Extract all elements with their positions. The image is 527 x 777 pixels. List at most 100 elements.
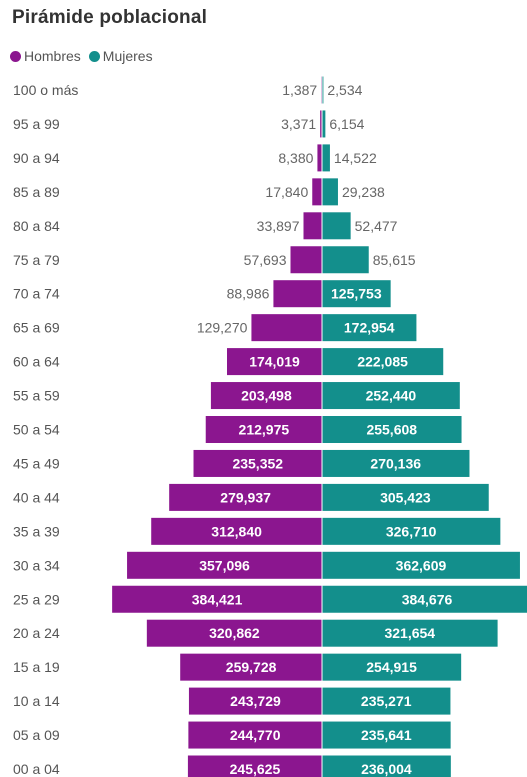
bar-hombres: [146, 619, 322, 647]
bar-mujeres: [322, 110, 326, 138]
data-label-mujeres: 255,608: [366, 422, 417, 438]
bar-hombres: [317, 144, 322, 172]
category-label: 40 a 44: [13, 489, 60, 505]
bar-mujeres: [322, 551, 520, 579]
bar-hombres: [210, 382, 322, 410]
category-label: 85 a 89: [13, 184, 60, 200]
data-label-hombres: 88,986: [227, 286, 270, 302]
bar-mujeres: [322, 483, 489, 511]
data-label-mujeres: 14,522: [334, 150, 377, 166]
bar-mujeres: [322, 721, 451, 749]
legend-label-mujeres: Mujeres: [102, 48, 153, 64]
bar-hombres: [303, 212, 322, 240]
data-label-mujeres: 52,477: [355, 218, 398, 234]
data-label-hombres: 259,728: [226, 659, 277, 675]
data-label-mujeres: 172,954: [344, 320, 395, 336]
bar-mujeres: [322, 653, 462, 681]
bar-mujeres: [322, 585, 527, 613]
data-label-hombres: 243,729: [230, 693, 281, 709]
category-label: 00 a 04: [13, 761, 60, 777]
data-label-hombres: 244,770: [230, 727, 281, 743]
data-label-hombres: 17,840: [265, 184, 308, 200]
legend-item-hombres[interactable]: Hombres: [10, 48, 81, 64]
category-label: 65 a 69: [13, 320, 60, 336]
data-label-mujeres: 2,534: [327, 82, 362, 98]
bar-mujeres: [322, 382, 460, 410]
data-label-mujeres: 270,136: [370, 455, 421, 471]
data-label-hombres: 245,625: [230, 761, 281, 777]
category-label: 25 a 29: [13, 591, 60, 607]
bar-hombres: [193, 449, 322, 477]
bar-mujeres: [322, 517, 501, 545]
bar-mujeres: [322, 755, 451, 777]
legend-item-mujeres[interactable]: Mujeres: [88, 48, 153, 64]
category-label: 95 a 99: [13, 116, 60, 132]
category-label: 80 a 84: [13, 218, 60, 234]
bar-hombres: [180, 653, 322, 681]
bar-hombres: [320, 110, 322, 138]
data-label-hombres: 8,380: [278, 150, 313, 166]
data-label-hombres: 320,862: [209, 625, 260, 641]
bar-hombres: [151, 517, 322, 545]
data-label-hombres: 212,975: [239, 422, 290, 438]
bar-mujeres: [322, 314, 417, 342]
legend-swatch-mujeres: [88, 50, 100, 62]
category-label: 50 a 54: [13, 422, 60, 438]
bar-hombres: [127, 551, 322, 579]
chart-legend: Hombres Mujeres: [10, 48, 161, 64]
data-label-mujeres: 305,423: [380, 489, 431, 505]
bar-hombres: [290, 246, 322, 274]
data-label-hombres: 312,840: [211, 523, 262, 539]
data-label-mujeres: 222,085: [357, 354, 408, 370]
data-label-hombres: 33,897: [257, 218, 300, 234]
bar-mujeres: [322, 449, 470, 477]
bar-hombres: [188, 687, 322, 715]
bar-mujeres: [322, 348, 444, 376]
legend-swatch-hombres: [10, 50, 21, 62]
bar-hombres: [112, 585, 322, 613]
legend-label-hombres: Hombres: [24, 48, 81, 64]
bar-hombres: [187, 755, 322, 777]
data-label-hombres: 129,270: [197, 320, 248, 336]
data-label-hombres: 3,371: [281, 116, 316, 132]
bar-mujeres: [322, 280, 391, 308]
bar-mujeres: [322, 619, 498, 647]
bar-hombres: [251, 314, 322, 342]
data-label-mujeres: 29,238: [342, 184, 385, 200]
bar-mujeres: [322, 76, 324, 104]
category-label: 60 a 64: [13, 354, 60, 370]
data-label-hombres: 235,352: [232, 455, 283, 471]
bar-hombres: [312, 178, 322, 206]
chart-title: Pirámide poblacional: [12, 7, 208, 28]
data-label-hombres: 174,019: [249, 354, 300, 370]
bar-mujeres: [322, 178, 338, 206]
bar-mujeres: [322, 144, 330, 172]
data-label-mujeres: 236,004: [361, 761, 412, 777]
bar-hombres: [205, 416, 322, 443]
bar-hombres: [227, 348, 322, 376]
data-label-mujeres: 235,641: [361, 727, 412, 743]
data-label-mujeres: 6,154: [329, 116, 364, 132]
category-label: 35 a 39: [13, 523, 60, 539]
category-label: 45 a 49: [13, 455, 60, 471]
bar-mujeres: [322, 416, 462, 443]
category-label: 15 a 19: [13, 659, 60, 675]
data-label-mujeres: 254,915: [366, 659, 417, 675]
category-label: 55 a 59: [13, 388, 60, 404]
data-label-hombres: 1,387: [282, 82, 317, 98]
bar-mujeres: [322, 246, 369, 274]
data-label-hombres: 279,937: [220, 489, 271, 505]
category-label: 30 a 34: [13, 557, 60, 573]
category-label: 90 a 94: [13, 150, 60, 166]
category-label: 05 a 09: [13, 727, 60, 743]
data-label-mujeres: 85,615: [373, 252, 416, 268]
data-label-mujeres: 326,710: [386, 523, 437, 539]
data-label-mujeres: 362,609: [396, 557, 447, 573]
data-label-mujeres: 235,271: [361, 693, 412, 709]
data-label-hombres: 384,421: [192, 591, 243, 607]
data-label-mujeres: 321,654: [384, 625, 435, 641]
data-label-mujeres: 125,753: [331, 286, 382, 302]
data-label-mujeres: 252,440: [366, 388, 417, 404]
category-label: 100 o más: [13, 82, 78, 98]
